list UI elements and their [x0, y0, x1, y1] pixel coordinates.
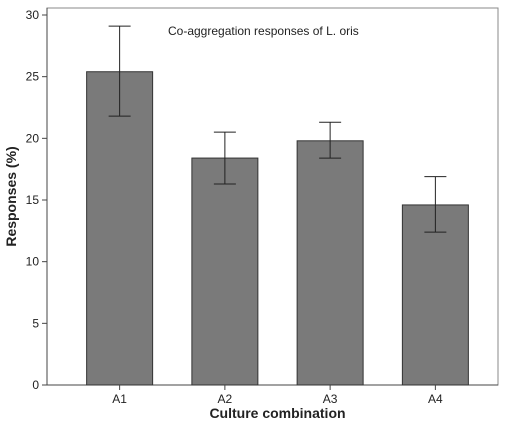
- bar-a3: [296, 140, 364, 386]
- y-tick-label: 15: [26, 193, 40, 207]
- error-bars: [108, 25, 447, 233]
- bar-a2: [191, 157, 259, 386]
- bars: [86, 71, 469, 386]
- y-axis-label: Responses (%): [3, 146, 19, 246]
- y-tick-label: 0: [32, 378, 39, 392]
- bar-a4: [401, 204, 469, 386]
- y-tick-label: 20: [26, 131, 40, 145]
- x-tick-label-a1: A1: [112, 392, 127, 406]
- x-tick-label-a2: A2: [218, 392, 233, 406]
- y-tick-label: 30: [26, 8, 40, 22]
- y-tick-label: 10: [26, 255, 40, 269]
- y-tick-label: 5: [32, 316, 39, 330]
- chart-title: Co-aggregation responses of L. oris: [168, 24, 359, 38]
- y-ticks: 0 5 10 15 20 25 30: [26, 8, 47, 392]
- x-tick-label-a4: A4: [428, 392, 443, 406]
- x-tick-label-a3: A3: [323, 392, 338, 406]
- bar-a1: [86, 71, 154, 386]
- y-tick-label: 25: [26, 70, 40, 84]
- x-axis-label: Culture combination: [209, 405, 345, 421]
- x-ticks: A1 A2 A3 A4: [112, 385, 443, 406]
